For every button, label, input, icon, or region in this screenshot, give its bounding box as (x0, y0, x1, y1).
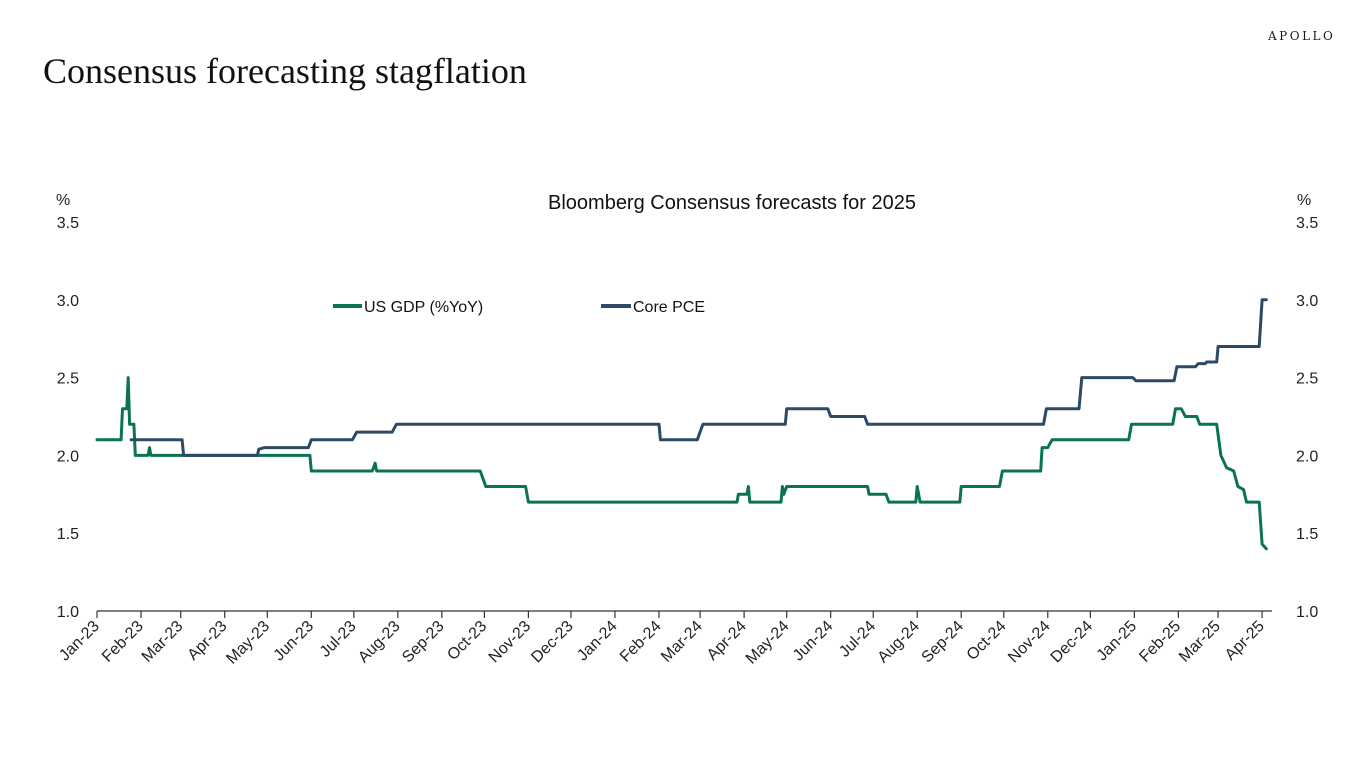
x-tick-label: Apr-25 (1222, 618, 1268, 664)
x-tick-label: Feb-25 (1136, 618, 1184, 666)
y-axis-right: 1.0 1.5 2.0 2.5 3.0 3.5 (1296, 215, 1318, 621)
y-axis-left-unit: % (56, 192, 70, 209)
x-tick-label: Jan-23 (56, 618, 103, 665)
x-tick-label: May-23 (223, 618, 273, 668)
x-tick-label: Mar-23 (139, 618, 187, 666)
y-tick-label-left: 2.5 (57, 371, 79, 388)
x-tick-label: Aug-24 (875, 618, 924, 667)
series-line-core-pce (129, 298, 1268, 457)
y-tick-label-right: 3.5 (1296, 215, 1318, 232)
x-tick-label: Oct-23 (444, 618, 490, 664)
page-title: Consensus forecasting stagflation (43, 51, 527, 91)
x-tick-label: Mar-25 (1176, 618, 1224, 666)
y-tick-label-left: 1.0 (57, 604, 79, 621)
y-axis-left: 1.0 1.5 2.0 2.5 3.0 3.5 (57, 215, 79, 621)
y-tick-label-left: 2.0 (57, 448, 79, 465)
x-tick-label: Sep-23 (399, 618, 448, 667)
legend-label-us-gdp: US GDP (%YoY) (364, 299, 483, 316)
chart-title: Bloomberg Consensus forecasts for 2025 (548, 192, 916, 214)
legend: US GDP (%YoY) Core PCE (333, 299, 705, 316)
x-tick-label: Aug-23 (355, 618, 404, 667)
x-tick-label: Jan-25 (1094, 618, 1141, 665)
x-tick-label: Feb-23 (99, 618, 147, 666)
x-tick-label: Sep-24 (919, 618, 968, 667)
x-tick-label: Dec-24 (1048, 618, 1097, 667)
x-tick-label: Jun-24 (790, 618, 837, 665)
x-tick-label: Jul-23 (317, 618, 360, 661)
x-tick-label: Nov-24 (1005, 618, 1054, 667)
y-tick-label-right: 1.0 (1296, 604, 1318, 621)
x-tick-label: Jan-24 (574, 618, 621, 665)
x-tick-label: Jul-24 (836, 618, 879, 661)
y-tick-label-left: 3.5 (57, 215, 79, 232)
y-tick-label-right: 2.5 (1296, 371, 1318, 388)
brand-logo: APOLLO (1268, 29, 1336, 43)
x-tick-label: Feb-24 (617, 618, 665, 666)
y-tick-label-right: 3.0 (1296, 293, 1318, 310)
series-layer (95, 298, 1268, 551)
x-tick-label: May-24 (743, 618, 793, 668)
y-tick-label-left: 3.0 (57, 293, 79, 310)
y-tick-label-right: 1.5 (1296, 526, 1318, 543)
x-tick-label: Nov-23 (486, 618, 535, 667)
x-tick-label: Jun-23 (270, 618, 317, 665)
x-tick-label: Mar-24 (658, 618, 706, 666)
x-tick-label: Dec-23 (528, 618, 577, 667)
y-axis-right-unit: % (1297, 192, 1311, 209)
y-tick-label-left: 1.5 (57, 526, 79, 543)
x-tick-label: Oct-24 (964, 618, 1010, 664)
y-tick-label-right: 2.0 (1296, 448, 1318, 465)
legend-label-core-pce: Core PCE (633, 299, 705, 316)
series-line-us-gdp (95, 376, 1268, 551)
